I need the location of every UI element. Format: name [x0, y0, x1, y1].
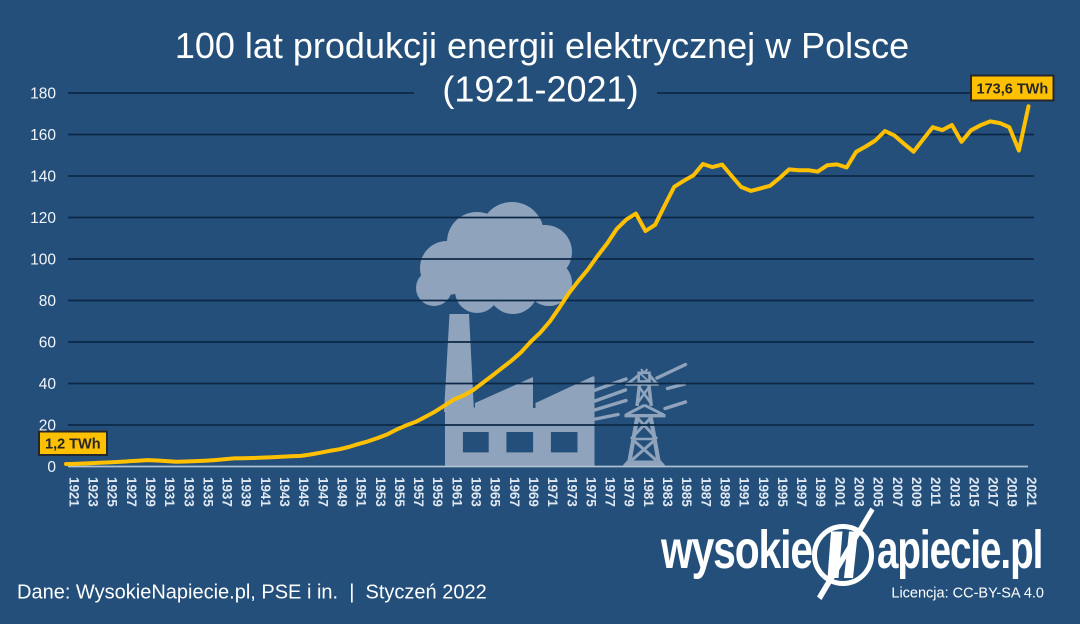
svg-text:1983: 1983 — [660, 477, 675, 507]
svg-text:1959: 1959 — [430, 477, 445, 507]
svg-text:2001: 2001 — [832, 477, 847, 507]
svg-text:2019: 2019 — [1005, 477, 1020, 507]
svg-text:1953: 1953 — [373, 477, 388, 507]
svg-text:2009: 2009 — [909, 477, 924, 507]
svg-text:2007: 2007 — [890, 477, 905, 507]
svg-text:1923: 1923 — [86, 477, 101, 507]
svg-text:Licencja: CC-BY-SA 4.0: Licencja: CC-BY-SA 4.0 — [891, 586, 1044, 602]
svg-text:1993: 1993 — [756, 477, 771, 507]
svg-text:173,6 TWh: 173,6 TWh — [977, 82, 1049, 98]
svg-text:Dane: WysokieNapiecie.pl, PSE: Dane: WysokieNapiecie.pl, PSE i in. | St… — [17, 582, 487, 604]
svg-text:140: 140 — [30, 169, 56, 186]
svg-text:1921: 1921 — [66, 477, 81, 507]
svg-text:1,2 TWh: 1,2 TWh — [45, 437, 101, 453]
svg-text:1985: 1985 — [679, 477, 694, 507]
svg-text:wysokie: wysokie — [660, 521, 812, 581]
svg-text:apiecie.pl: apiecie.pl — [877, 520, 1042, 580]
svg-text:1929: 1929 — [143, 477, 158, 507]
svg-text:1997: 1997 — [794, 477, 809, 507]
svg-text:1969: 1969 — [526, 477, 541, 507]
svg-text:1979: 1979 — [622, 477, 637, 507]
svg-text:1963: 1963 — [469, 477, 484, 507]
svg-text:1967: 1967 — [507, 477, 522, 507]
svg-text:1943: 1943 — [277, 477, 292, 507]
svg-text:1981: 1981 — [641, 477, 656, 507]
svg-text:160: 160 — [30, 127, 56, 144]
svg-text:1975: 1975 — [583, 477, 598, 507]
svg-text:2003: 2003 — [852, 477, 867, 507]
svg-text:1951: 1951 — [354, 477, 369, 507]
svg-text:2013: 2013 — [947, 477, 962, 507]
svg-text:1939: 1939 — [239, 477, 254, 507]
svg-text:2017: 2017 — [986, 477, 1001, 507]
svg-text:100: 100 — [30, 252, 56, 269]
svg-text:2015: 2015 — [966, 477, 981, 507]
svg-text:1933: 1933 — [181, 477, 196, 507]
svg-text:40: 40 — [39, 376, 57, 393]
svg-text:1931: 1931 — [162, 477, 177, 507]
svg-text:2011: 2011 — [928, 477, 943, 507]
svg-text:1941: 1941 — [258, 477, 273, 507]
svg-text:1999: 1999 — [813, 477, 828, 507]
svg-text:(1921-2021): (1921-2021) — [442, 69, 638, 110]
svg-text:20: 20 — [39, 418, 57, 435]
svg-text:1989: 1989 — [718, 477, 733, 507]
svg-text:1957: 1957 — [411, 477, 426, 507]
svg-text:1927: 1927 — [124, 477, 139, 507]
svg-text:180: 180 — [30, 86, 56, 103]
svg-text:1995: 1995 — [775, 477, 790, 507]
svg-text:1965: 1965 — [488, 477, 503, 507]
svg-text:1949: 1949 — [335, 477, 350, 507]
svg-text:2021: 2021 — [1024, 477, 1039, 507]
svg-text:1991: 1991 — [737, 477, 752, 507]
svg-text:100 lat produkcji energii elek: 100 lat produkcji energii elektrycznej w… — [175, 25, 909, 66]
svg-text:1925: 1925 — [105, 477, 120, 507]
svg-text:120: 120 — [30, 210, 56, 227]
svg-text:0: 0 — [47, 459, 56, 476]
svg-text:1977: 1977 — [603, 477, 618, 507]
svg-text:1947: 1947 — [315, 477, 330, 507]
svg-text:2005: 2005 — [871, 477, 886, 507]
svg-text:1955: 1955 — [392, 477, 407, 507]
svg-text:1961: 1961 — [449, 477, 464, 507]
svg-text:1945: 1945 — [296, 477, 311, 507]
svg-text:1987: 1987 — [698, 477, 713, 507]
svg-text:1971: 1971 — [545, 477, 560, 507]
svg-text:60: 60 — [39, 335, 57, 352]
svg-text:1937: 1937 — [220, 477, 235, 507]
svg-text:1935: 1935 — [200, 477, 215, 507]
svg-text:80: 80 — [39, 293, 57, 310]
svg-text:1973: 1973 — [564, 477, 579, 507]
